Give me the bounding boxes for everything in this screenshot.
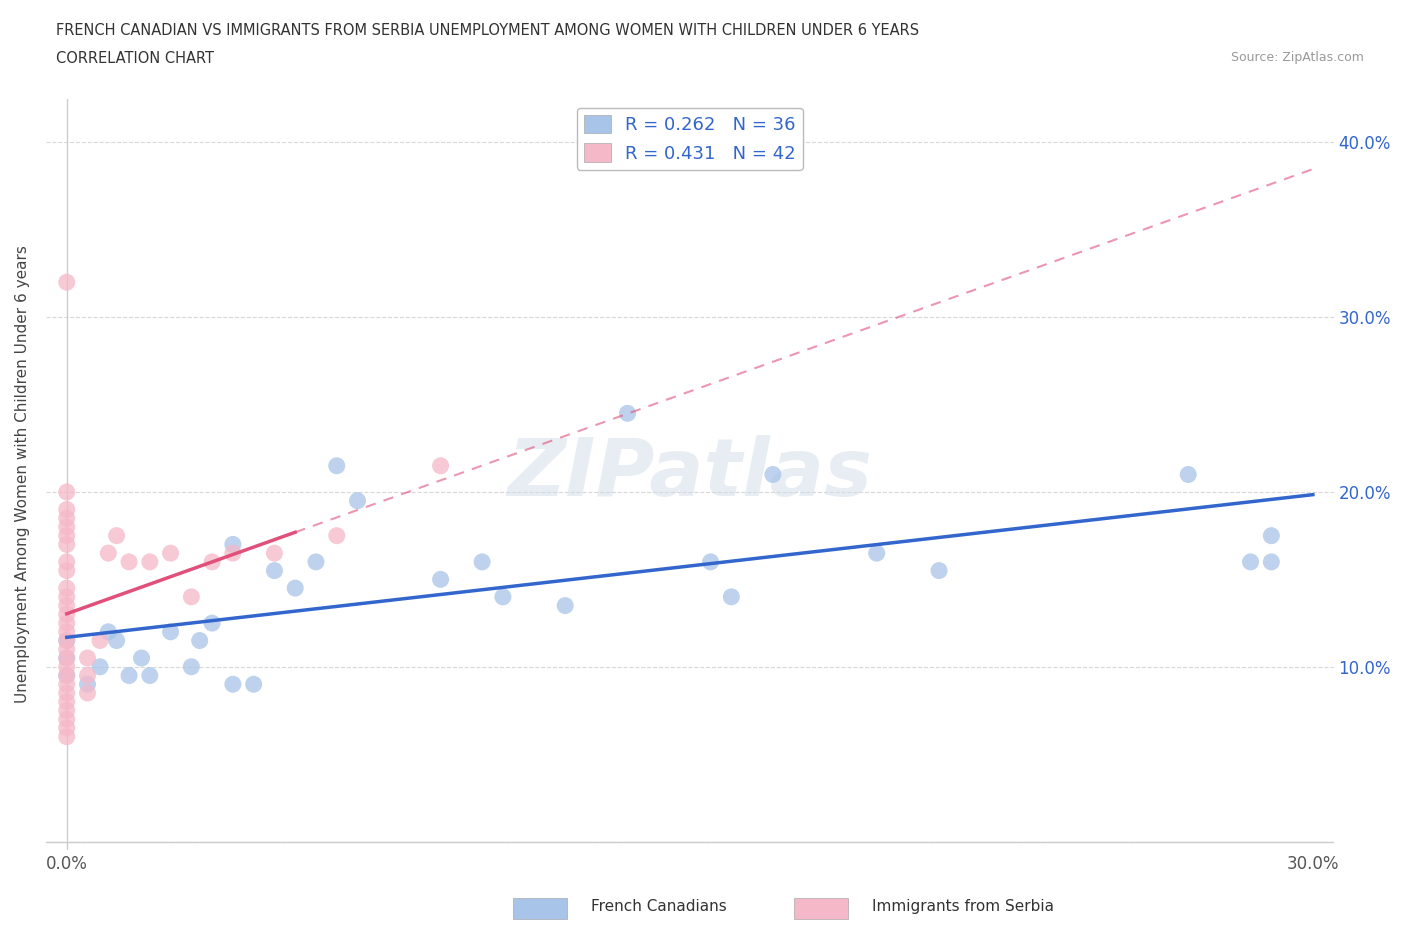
Point [139, 668, 162, 683]
Point [554, 598, 576, 613]
Point [188, 633, 211, 648]
Point [55, 528, 77, 543]
Point [55, 564, 77, 578]
Point [55, 590, 77, 604]
Point [699, 554, 721, 569]
Point [139, 554, 162, 569]
Point [89, 633, 111, 648]
Point [55, 685, 77, 700]
Point [242, 677, 264, 692]
Point [429, 458, 451, 473]
Point [55, 633, 77, 648]
Point [55, 651, 77, 666]
Point [201, 554, 224, 569]
Point [263, 546, 285, 561]
Point [222, 537, 245, 551]
Point [346, 493, 368, 508]
Point [471, 554, 494, 569]
Point [55, 502, 77, 517]
Point [866, 546, 889, 561]
Point [105, 633, 128, 648]
Point [89, 659, 111, 674]
Point [616, 405, 638, 420]
Point [55, 598, 77, 613]
Point [105, 528, 128, 543]
Point [55, 554, 77, 569]
Point [263, 564, 285, 578]
Point [1260, 554, 1282, 569]
Point [55, 668, 77, 683]
Point [180, 659, 202, 674]
Point [1239, 554, 1261, 569]
Point [1177, 467, 1199, 482]
Text: CORRELATION CHART: CORRELATION CHART [56, 51, 214, 66]
Point [55, 537, 77, 551]
Point [1260, 528, 1282, 543]
Text: FRENCH CANADIAN VS IMMIGRANTS FROM SERBIA UNEMPLOYMENT AMONG WOMEN WITH CHILDREN: FRENCH CANADIAN VS IMMIGRANTS FROM SERBI… [56, 23, 920, 38]
Point [97, 624, 120, 639]
Point [55, 668, 77, 683]
Point [305, 554, 328, 569]
Text: Source: ZipAtlas.com: Source: ZipAtlas.com [1230, 51, 1364, 64]
Point [55, 703, 77, 718]
Point [492, 590, 515, 604]
Point [201, 616, 224, 631]
Point [118, 668, 141, 683]
Point [55, 729, 77, 744]
Point [55, 659, 77, 674]
Point [76, 677, 98, 692]
Legend: R = 0.262   N = 36, R = 0.431   N = 42: R = 0.262 N = 36, R = 0.431 N = 42 [576, 108, 803, 170]
Point [325, 528, 347, 543]
Point [222, 546, 245, 561]
Point [55, 580, 77, 595]
Point [55, 520, 77, 535]
Point [97, 546, 120, 561]
Point [131, 651, 153, 666]
Point [118, 554, 141, 569]
Point [76, 668, 98, 683]
Point [762, 467, 785, 482]
Point [159, 624, 181, 639]
Point [180, 590, 202, 604]
Point [55, 633, 77, 648]
Point [159, 546, 181, 561]
Point [55, 274, 77, 289]
Text: French Canadians: French Canadians [591, 899, 727, 914]
Point [55, 607, 77, 622]
Point [284, 580, 307, 595]
Point [55, 711, 77, 726]
Y-axis label: Unemployment Among Women with Children Under 6 years: Unemployment Among Women with Children U… [15, 246, 30, 703]
Text: ZIPatlas: ZIPatlas [508, 435, 872, 513]
Point [76, 651, 98, 666]
Point [55, 624, 77, 639]
Point [55, 721, 77, 736]
Point [55, 511, 77, 525]
Point [325, 458, 347, 473]
Point [55, 616, 77, 631]
Point [55, 677, 77, 692]
Point [55, 642, 77, 657]
Point [928, 564, 950, 578]
Text: Immigrants from Serbia: Immigrants from Serbia [872, 899, 1053, 914]
Point [76, 685, 98, 700]
Point [222, 677, 245, 692]
Point [55, 651, 77, 666]
Point [429, 572, 451, 587]
Point [720, 590, 742, 604]
Point [55, 485, 77, 499]
Point [55, 695, 77, 710]
